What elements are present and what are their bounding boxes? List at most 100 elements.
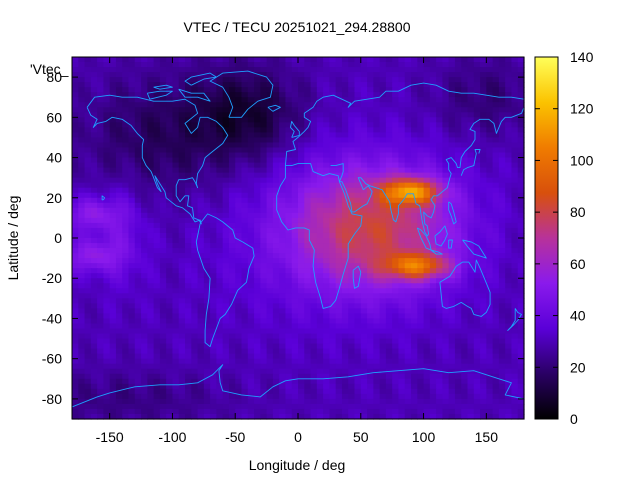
heatmap-cell — [329, 318, 337, 325]
heatmap-cell — [147, 343, 155, 350]
heatmap-cell — [90, 353, 98, 360]
heatmap-cell — [141, 67, 148, 73]
heatmap-cell — [134, 268, 142, 274]
heatmap-cell — [461, 82, 469, 88]
heatmap-cell — [310, 112, 318, 118]
heatmap-cell — [323, 232, 330, 239]
heatmap-cell — [511, 157, 519, 164]
heatmap-cell — [166, 147, 174, 154]
heatmap-cell — [228, 318, 236, 325]
heatmap-cell — [492, 222, 500, 229]
heatmap-cell — [354, 373, 362, 380]
heatmap-cell — [115, 338, 123, 345]
heatmap-cell — [109, 268, 117, 274]
heatmap-cell — [285, 57, 293, 63]
heatmap-cell — [216, 82, 224, 88]
heatmap-cell — [103, 112, 111, 118]
heatmap-cell — [348, 298, 356, 304]
heatmap-cell — [279, 248, 287, 254]
heatmap-cell — [241, 227, 249, 234]
heatmap-cell — [147, 398, 155, 405]
heatmap-cell — [153, 373, 161, 380]
heatmap-cell — [78, 253, 86, 259]
heatmap-cell — [222, 102, 230, 108]
heatmap-cell — [348, 92, 356, 98]
heatmap-cell — [191, 243, 199, 249]
heatmap-cell — [417, 353, 425, 360]
heatmap-cell — [373, 202, 381, 209]
heatmap-cell — [298, 87, 305, 93]
heatmap-cell — [166, 112, 174, 118]
heatmap-cell — [159, 182, 167, 189]
heatmap-cell — [191, 353, 199, 360]
heatmap-cell — [454, 313, 462, 320]
heatmap-cell — [335, 217, 343, 224]
heatmap-cell — [379, 323, 387, 330]
heatmap-cell — [417, 77, 425, 83]
heatmap-cell — [329, 122, 337, 128]
heatmap-cell — [128, 288, 136, 294]
heatmap-cell — [191, 162, 199, 169]
heatmap-cell — [436, 112, 443, 118]
heatmap-cell — [367, 157, 374, 164]
heatmap-cell — [316, 398, 324, 405]
heatmap-cell — [436, 172, 443, 179]
heatmap-cell — [141, 318, 148, 325]
heatmap-cell — [128, 393, 136, 400]
heatmap-cell — [298, 202, 305, 209]
heatmap-cell — [348, 363, 356, 370]
heatmap-cell — [222, 393, 230, 400]
heatmap-cell — [90, 137, 98, 144]
heatmap-cell — [147, 192, 155, 199]
heatmap-cell — [141, 343, 148, 350]
heatmap-cell — [360, 182, 368, 189]
heatmap-cell — [210, 217, 217, 224]
heatmap-cell — [367, 142, 374, 149]
heatmap-cell — [78, 62, 86, 68]
heatmap-cell — [166, 373, 174, 380]
heatmap-cell — [329, 152, 337, 159]
heatmap-cell — [304, 378, 312, 385]
heatmap-cell — [241, 202, 249, 209]
heatmap-cell — [241, 197, 249, 204]
heatmap-cell — [228, 182, 236, 189]
heatmap-cell — [197, 303, 205, 309]
heatmap-cell — [72, 137, 79, 144]
heatmap-cell — [166, 162, 174, 169]
heatmap-cell — [103, 97, 111, 103]
heatmap-cell — [448, 127, 456, 134]
heatmap-cell — [498, 162, 506, 169]
heatmap-cell — [109, 358, 117, 365]
heatmap-cell — [90, 303, 98, 309]
heatmap-cell — [492, 192, 500, 199]
heatmap-cell — [473, 157, 481, 164]
heatmap-cell — [254, 97, 261, 103]
heatmap-cell — [298, 278, 305, 284]
heatmap-cell — [103, 353, 111, 360]
heatmap-cell — [473, 187, 481, 194]
heatmap-cell — [216, 258, 224, 264]
heatmap-cell — [348, 368, 356, 375]
heatmap-cell — [266, 77, 274, 83]
heatmap-cell — [109, 303, 117, 309]
heatmap-cell — [72, 298, 79, 304]
heatmap-cell — [467, 212, 475, 219]
heatmap-cell — [109, 318, 117, 325]
heatmap-cell — [228, 167, 236, 174]
heatmap-cell — [216, 363, 224, 370]
heatmap-cell — [335, 112, 343, 118]
heatmap-cell — [511, 368, 519, 375]
heatmap-cell — [97, 222, 104, 229]
heatmap-cell — [323, 127, 330, 134]
heatmap-cell — [442, 197, 450, 204]
heatmap-cell — [134, 87, 142, 93]
heatmap-cell — [335, 278, 343, 284]
heatmap-cell — [360, 187, 368, 194]
heatmap-cell — [210, 227, 217, 234]
heatmap-cell — [72, 338, 79, 345]
heatmap-cell — [185, 333, 192, 340]
heatmap-cell — [498, 283, 506, 289]
heatmap-cell — [492, 212, 500, 219]
heatmap-cell — [473, 152, 481, 159]
heatmap-cell — [185, 288, 192, 294]
